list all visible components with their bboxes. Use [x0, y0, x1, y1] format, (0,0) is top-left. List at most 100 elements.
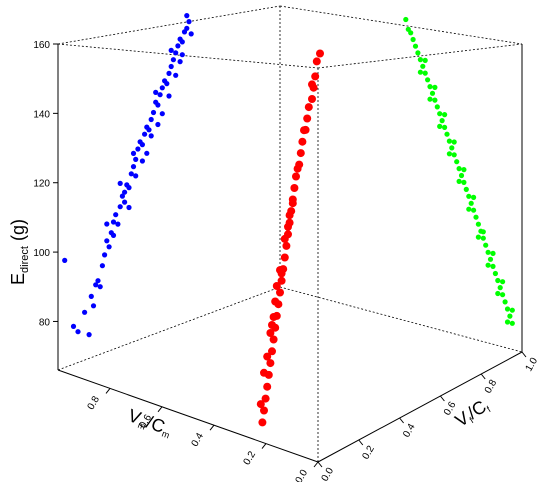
blue-data-point — [159, 85, 165, 91]
red-data-point — [269, 313, 278, 321]
y-tick-label: 0.4 — [401, 422, 418, 440]
blue-data-point — [133, 156, 139, 162]
green-data-point — [485, 249, 491, 255]
blue-data-point — [97, 284, 103, 290]
blue-data-point — [104, 238, 110, 244]
red-data-point — [293, 164, 302, 173]
blue-data-point — [110, 219, 117, 225]
blue-data-point — [75, 329, 81, 335]
blue-data-point — [106, 244, 112, 250]
blue-data-point — [175, 43, 181, 49]
x-tick-mark — [261, 443, 267, 449]
z-axis-title-unit: (g) — [8, 219, 28, 246]
blue-data-point — [139, 158, 145, 164]
green-data-point — [425, 77, 431, 83]
blue-data-point — [119, 193, 125, 199]
green-data-point — [466, 206, 472, 212]
blue-data-point — [142, 131, 148, 137]
blue-data-point — [88, 293, 94, 299]
box-floor-left-edge — [57, 286, 281, 371]
blue-data-point — [179, 52, 185, 58]
box-back-top-left-edge — [57, 5, 281, 45]
blue-data-point — [184, 13, 190, 19]
red-data-point — [311, 72, 320, 81]
red-data-point — [260, 368, 268, 377]
green-data-point — [415, 50, 421, 56]
box-floor-right-edge — [279, 286, 523, 353]
blue-data-point — [133, 173, 139, 179]
x-tick-label: 0.8 — [86, 394, 103, 412]
green-data-point — [442, 112, 448, 118]
box-back-top-right-edge — [279, 5, 523, 45]
blue-data-point — [148, 116, 154, 123]
red-data-point — [308, 80, 316, 89]
red-data-point — [269, 335, 278, 344]
red-data-point — [268, 347, 276, 356]
green-data-point — [442, 124, 448, 130]
x-axis-title: Vm/Cm — [125, 405, 170, 440]
z-axis-title-sub: direct — [19, 246, 31, 273]
data-points — [62, 13, 515, 427]
blue-data-point — [159, 111, 165, 117]
x-tick-mark — [157, 406, 163, 413]
green-data-point — [490, 250, 496, 256]
blue-data-point — [177, 59, 183, 65]
red-data-point — [280, 234, 289, 243]
green-data-point — [446, 151, 452, 157]
green-data-point — [427, 84, 433, 90]
x-axis-title-c: C — [149, 414, 168, 437]
blue-data-point — [139, 142, 145, 148]
blue-data-point — [130, 164, 137, 170]
red-data-point — [272, 282, 281, 290]
z-tick-label: 80 — [39, 317, 51, 328]
red-data-point — [266, 329, 275, 337]
green-data-point — [456, 178, 462, 184]
green-data-point — [417, 57, 423, 63]
green-data-point — [403, 16, 409, 23]
green-data-point — [500, 279, 506, 285]
y-tick-mark — [358, 439, 364, 446]
red-data-point — [276, 288, 284, 297]
box-front-top-right-edge — [317, 43, 523, 69]
green-data-point — [449, 145, 455, 151]
green-data-point — [485, 262, 491, 268]
blue-data-point — [179, 39, 185, 45]
green-data-point — [487, 256, 494, 262]
plot-box-frame — [57, 5, 523, 463]
blue-data-point — [166, 70, 172, 76]
y-tick-label: 0.2 — [360, 444, 377, 462]
blue-data-point — [164, 81, 170, 87]
red-data-point — [258, 418, 267, 427]
green-data-point — [412, 43, 419, 49]
blue-data-point — [122, 189, 128, 195]
green-data-point — [483, 242, 489, 248]
green-data-point — [466, 193, 472, 199]
blue-data-point — [110, 232, 117, 238]
x-axis-title-vsub: m — [136, 420, 146, 432]
green-data-point — [502, 299, 508, 305]
x-tick-label: 0.4 — [190, 431, 207, 449]
green-data-point — [432, 97, 438, 103]
x-tick-mark — [105, 388, 111, 394]
blue-data-point — [173, 72, 179, 78]
x-axis-title-slash: / — [144, 412, 156, 433]
green-data-point — [509, 307, 515, 313]
red-data-point — [290, 184, 299, 192]
blue-data-point — [150, 109, 157, 116]
blue-data-point — [168, 47, 174, 54]
blue-data-point — [70, 323, 77, 329]
green-data-point — [500, 292, 506, 298]
blue-data-point — [117, 204, 123, 210]
red-data-point — [298, 137, 307, 146]
blue-data-point — [153, 89, 159, 95]
red-data-point — [296, 149, 305, 158]
green-data-point — [429, 90, 436, 96]
z-tick-label: 140 — [33, 109, 50, 120]
blue-data-point — [135, 146, 141, 152]
green-data-point — [437, 123, 443, 129]
blue-data-point — [102, 252, 108, 258]
green-data-point — [492, 270, 498, 277]
green-data-point — [444, 131, 450, 137]
red-data-point — [268, 321, 276, 329]
z-tick-label: 120 — [33, 179, 50, 190]
